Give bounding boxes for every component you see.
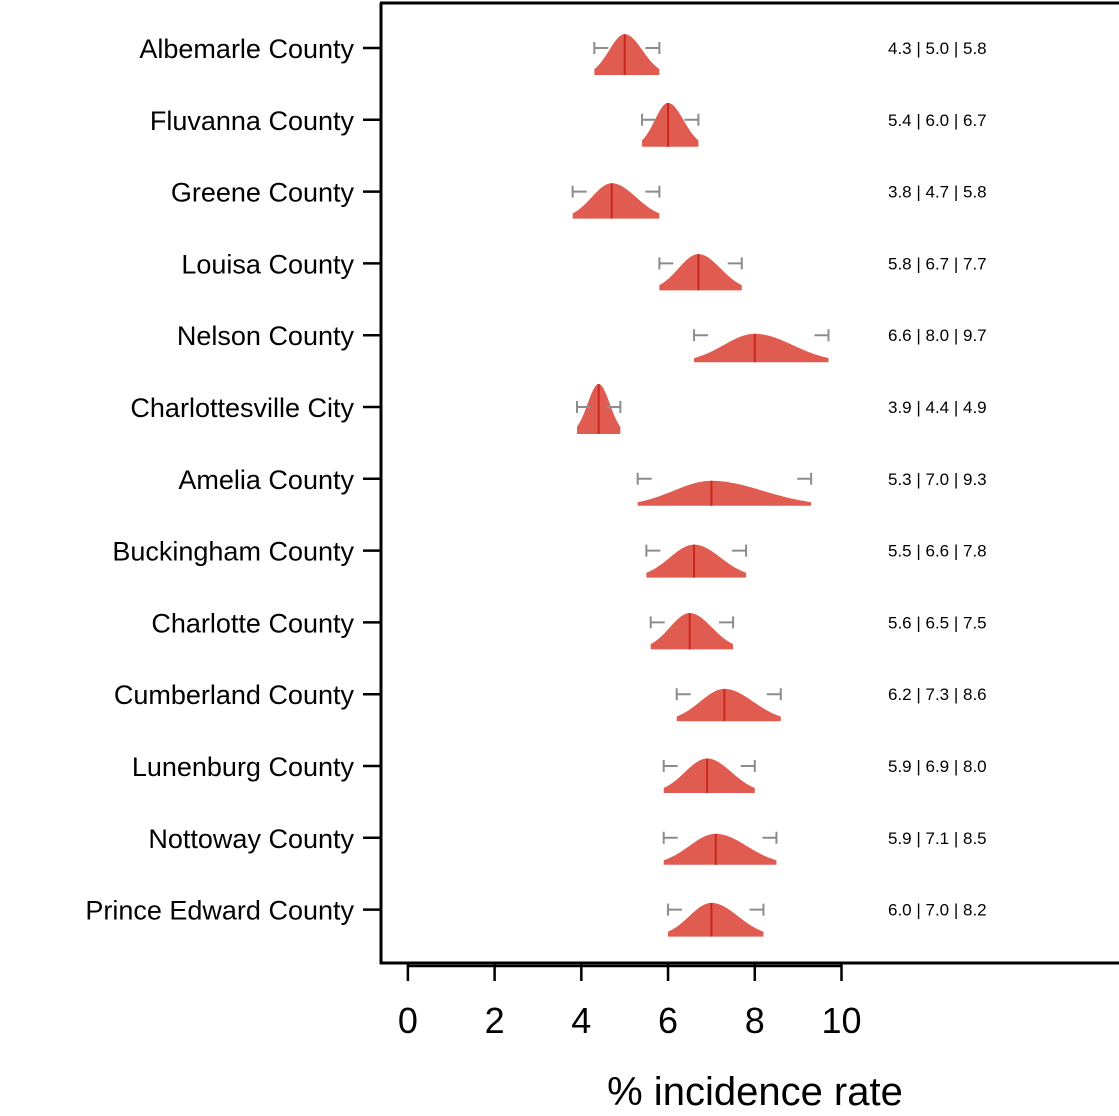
interval-high bbox=[762, 831, 778, 844]
y-tick-label: Nottoway County bbox=[148, 824, 354, 854]
density bbox=[572, 183, 660, 219]
value-label: 4.3 | 5.0 | 5.8 bbox=[888, 39, 987, 58]
y-tick-label: Albemarle County bbox=[139, 34, 354, 64]
interval-low bbox=[571, 185, 587, 198]
x-tick-label: 10 bbox=[821, 1000, 861, 1041]
value-label: 5.9 | 7.1 | 8.5 bbox=[888, 829, 987, 848]
density bbox=[594, 34, 660, 75]
x-tick-label: 2 bbox=[485, 1000, 505, 1041]
value-label: 6.6 | 8.0 | 9.7 bbox=[888, 326, 987, 345]
interval-low bbox=[641, 113, 657, 126]
density bbox=[637, 480, 812, 506]
density bbox=[650, 613, 734, 650]
density bbox=[659, 254, 742, 291]
interval-high bbox=[606, 401, 622, 413]
interval-low bbox=[662, 831, 678, 844]
interval-low bbox=[575, 401, 591, 413]
interval-high bbox=[645, 185, 661, 198]
interval-high bbox=[814, 329, 830, 342]
interval-high bbox=[727, 257, 743, 270]
interval-low bbox=[593, 42, 609, 54]
value-label: 5.6 | 6.5 | 7.5 bbox=[888, 613, 987, 632]
interval-low bbox=[662, 760, 678, 772]
density bbox=[694, 333, 829, 363]
y-tick-label: Lunenburg County bbox=[132, 752, 355, 782]
interval-high bbox=[740, 760, 756, 772]
y-tick-label: Greene County bbox=[171, 178, 355, 208]
y-tick-label: Cumberland County bbox=[114, 680, 355, 710]
interval-low bbox=[658, 257, 674, 270]
interval-low bbox=[636, 472, 652, 485]
density bbox=[646, 544, 747, 578]
value-label: 5.8 | 6.7 | 7.7 bbox=[888, 254, 987, 273]
x-tick-label: 8 bbox=[745, 1000, 765, 1041]
x-axis-title: % incidence rate bbox=[607, 1070, 903, 1114]
interval-low bbox=[645, 544, 661, 557]
interval-low bbox=[675, 688, 691, 701]
interval-high bbox=[749, 903, 765, 916]
density bbox=[668, 902, 764, 937]
interval-high bbox=[645, 42, 661, 54]
y-tick-label: Prince Edward County bbox=[85, 896, 354, 926]
y-tick-label: Buckingham County bbox=[112, 537, 354, 567]
interval-high bbox=[732, 544, 748, 557]
value-label: 5.5 | 6.6 | 7.8 bbox=[888, 542, 987, 561]
value-label: 5.4 | 6.0 | 6.7 bbox=[888, 111, 987, 130]
interval-low bbox=[693, 329, 709, 342]
value-label: 6.0 | 7.0 | 8.2 bbox=[888, 901, 987, 920]
value-label: 3.9 | 4.4 | 4.9 bbox=[888, 398, 987, 417]
y-tick-label: Charlotte County bbox=[151, 608, 354, 638]
interval-high bbox=[766, 688, 782, 701]
value-label: 3.8 | 4.7 | 5.8 bbox=[888, 183, 987, 202]
x-tick-label: 4 bbox=[571, 1000, 591, 1041]
interval-low bbox=[667, 903, 683, 916]
value-label: 5.9 | 6.9 | 8.0 bbox=[888, 757, 987, 776]
density bbox=[642, 102, 699, 147]
y-tick-label: Louisa County bbox=[181, 249, 354, 279]
interval-high bbox=[719, 616, 735, 629]
value-label: 5.3 | 7.0 | 9.3 bbox=[888, 470, 987, 489]
density bbox=[676, 688, 781, 722]
x-tick-label: 0 bbox=[398, 1000, 418, 1041]
value-label: 6.2 | 7.3 | 8.6 bbox=[888, 685, 987, 704]
y-tick-label: Fluvanna County bbox=[150, 106, 355, 136]
interval-high bbox=[797, 472, 813, 485]
x-tick-label: 6 bbox=[658, 1000, 678, 1041]
y-tick-label: Charlottesville City bbox=[130, 393, 354, 423]
y-tick-label: Amelia County bbox=[178, 465, 354, 495]
density bbox=[663, 833, 777, 865]
y-tick-label: Nelson County bbox=[177, 321, 355, 351]
density bbox=[663, 758, 755, 793]
interval-high bbox=[684, 113, 700, 126]
interval-low bbox=[649, 616, 665, 629]
